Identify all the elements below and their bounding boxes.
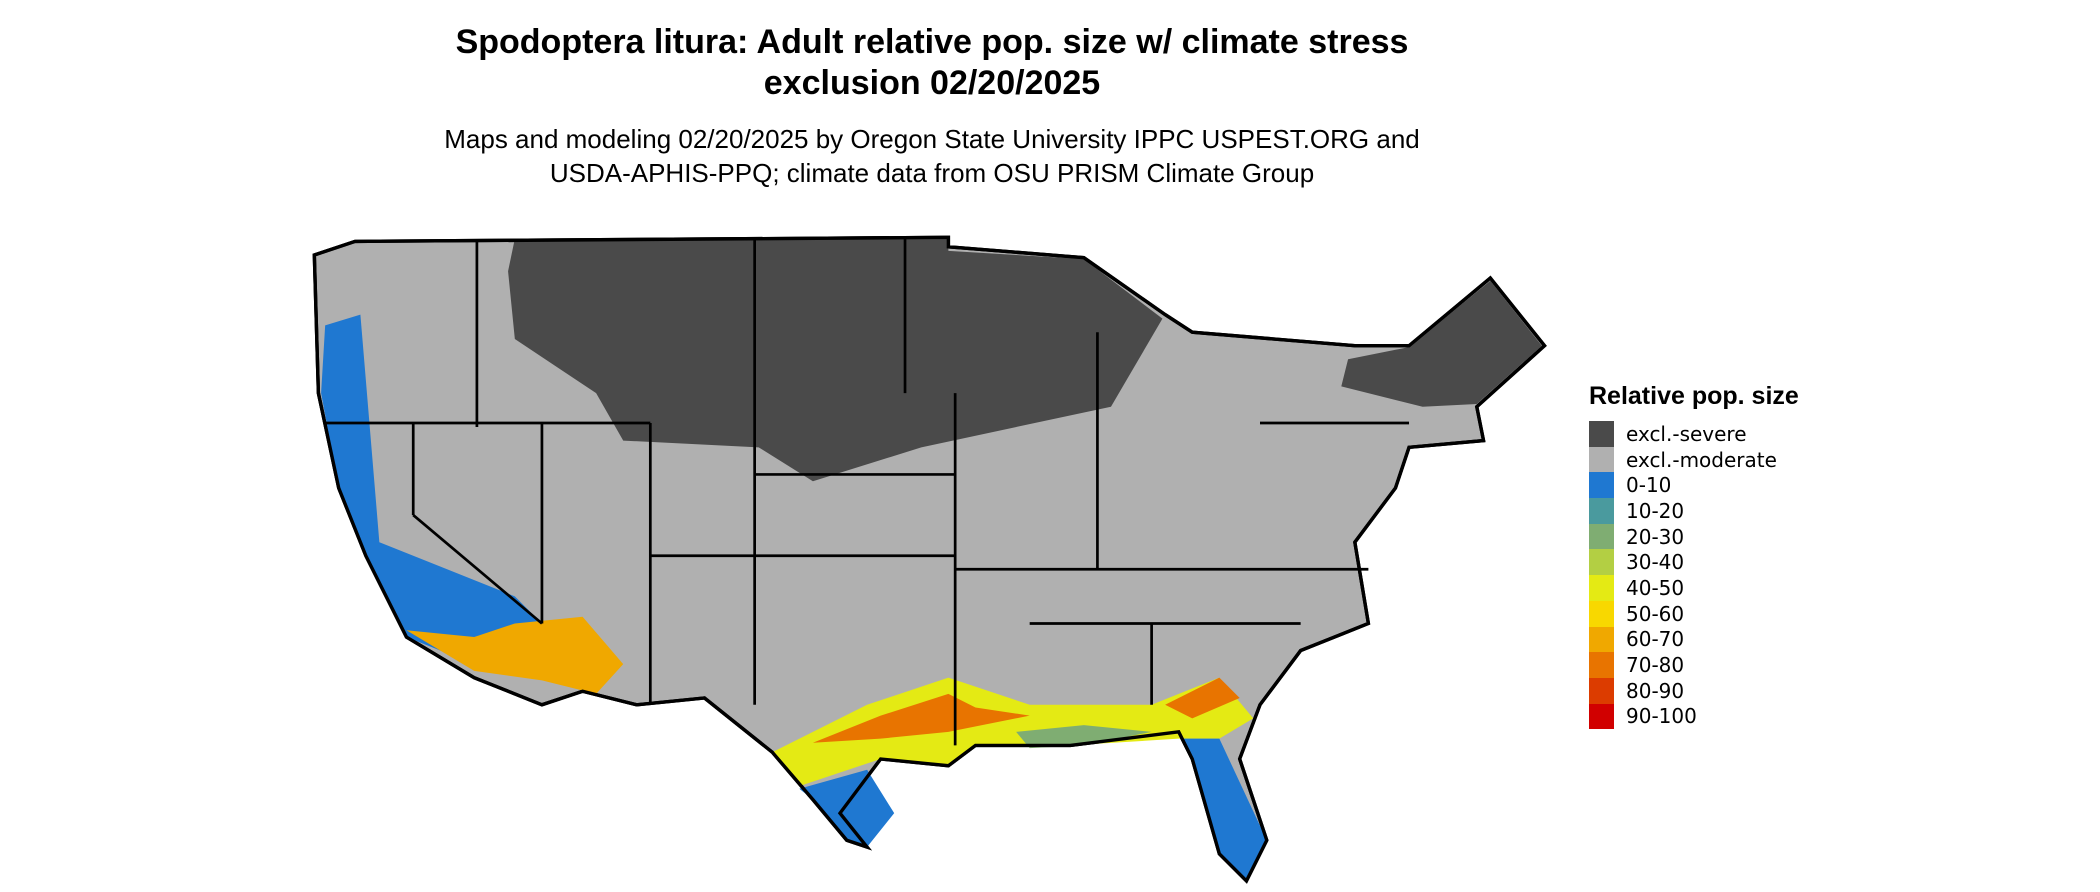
legend-item: 70-80 — [1589, 652, 1799, 678]
legend-item: 80-90 — [1589, 677, 1799, 704]
florida — [1181, 738, 1267, 881]
severe-north — [508, 238, 1163, 482]
legend-item: 40-50 — [1589, 575, 1799, 601]
legend-swatch — [1589, 575, 1614, 601]
legend: Relative pop. size excl.-severe excl.-mod… — [1589, 382, 1799, 730]
legend-label: excl.-moderate — [1626, 447, 1777, 472]
gulf-mid — [1016, 725, 1152, 749]
legend-item: excl.-severe — [1589, 421, 1799, 447]
legend-swatch — [1589, 523, 1614, 550]
legend-item: 90-100 — [1589, 703, 1799, 730]
state-borders — [325, 238, 1410, 746]
legend-label: 80-90 — [1626, 678, 1685, 703]
legend-item: 50-60 — [1589, 600, 1799, 627]
severe-northeast — [1341, 280, 1542, 407]
legend-swatch — [1589, 600, 1614, 627]
legend-swatch — [1589, 549, 1614, 576]
legend-swatch — [1589, 703, 1614, 730]
legend-label: 40-50 — [1626, 575, 1685, 600]
legend-items: excl.-severe excl.-moderate 0-10 10-20 20-30… — [1589, 421, 1799, 730]
us-outline — [312, 235, 1547, 884]
legend-swatch — [1589, 626, 1614, 653]
map-subtitle: Maps and modeling 02/20/2025 by Oregon S… — [444, 124, 1420, 188]
legend-label: 10-20 — [1626, 498, 1685, 523]
legend-swatch — [1589, 446, 1614, 473]
gulf-band-inner — [812, 693, 1030, 743]
legend-swatch — [1589, 472, 1614, 499]
legend-title: Relative pop. size — [1589, 382, 1799, 410]
sw-patch — [406, 616, 624, 694]
legend-label: 70-80 — [1626, 653, 1685, 678]
map-title: Spodoptera litura: Adult relative pop. s… — [455, 23, 1409, 102]
legend-swatch — [1589, 421, 1614, 447]
legend-swatch — [1589, 677, 1614, 704]
legend-item: 60-70 — [1589, 626, 1799, 653]
legend-item: 30-40 — [1589, 549, 1799, 576]
legend-label: 0-10 — [1626, 473, 1672, 498]
legend-label: 30-40 — [1626, 550, 1685, 575]
legend-label: excl.-severe — [1626, 421, 1747, 446]
legend-item: 10-20 — [1589, 498, 1799, 524]
legend-item: excl.-moderate — [1589, 446, 1799, 473]
legend-label: 60-70 — [1626, 627, 1685, 652]
legend-item: 0-10 — [1589, 472, 1799, 499]
georgia-band — [1165, 677, 1240, 719]
legend-label: 90-100 — [1626, 704, 1697, 729]
legend-swatch — [1589, 652, 1614, 678]
legend-item: 20-30 — [1589, 523, 1799, 550]
legend-swatch — [1589, 498, 1614, 524]
texas-coast — [799, 769, 895, 848]
legend-label: 20-30 — [1626, 524, 1685, 549]
legend-label: 50-60 — [1626, 601, 1685, 626]
